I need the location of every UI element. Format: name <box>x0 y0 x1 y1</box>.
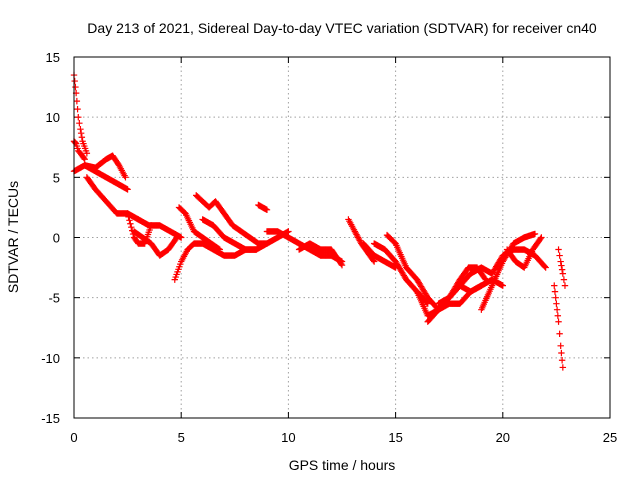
data-point-marker <box>263 206 271 214</box>
data-point-marker <box>71 77 78 85</box>
series-arc-15 <box>295 240 346 269</box>
data-point-marker <box>72 83 79 91</box>
data-point-marker <box>122 174 129 181</box>
data-point-marker <box>559 364 567 371</box>
data-point-marker <box>74 105 81 113</box>
data-point-marker <box>499 282 506 289</box>
data-point-marker <box>560 276 568 283</box>
x-tick-label: 20 <box>496 430 510 445</box>
series-arc-7 <box>130 228 181 259</box>
x-tick-label: 25 <box>603 430 617 445</box>
series-arc-1 <box>70 71 91 157</box>
data-point-marker <box>481 275 488 282</box>
data-point-marker <box>561 282 569 289</box>
y-tick-label: -5 <box>48 291 60 306</box>
data-point-marker <box>125 213 132 221</box>
data-point-marker <box>124 186 131 193</box>
chart-title: Day 213 of 2021, Sidereal Day-to-day VTE… <box>87 20 597 36</box>
data-points <box>70 71 569 371</box>
y-tick-label: 5 <box>53 170 60 185</box>
data-point-marker <box>551 288 559 295</box>
series-arc-17 <box>360 240 399 271</box>
series-arc-12 <box>199 216 292 253</box>
plot-border <box>73 56 611 419</box>
data-point-marker <box>128 223 135 231</box>
data-point-marker <box>553 300 560 307</box>
data-point-marker <box>73 97 81 105</box>
series-arc-26 <box>503 234 545 271</box>
data-point-marker <box>75 113 82 121</box>
data-point-marker <box>537 235 544 242</box>
data-point-marker <box>126 217 133 224</box>
data-point-marker <box>83 150 91 157</box>
data-point-marker <box>552 294 559 301</box>
series-arc-8 <box>135 216 185 241</box>
y-tick-label: 0 <box>53 231 60 246</box>
y-tick-label: -10 <box>41 351 60 366</box>
data-point-marker <box>77 130 85 137</box>
series-arc-28 <box>555 246 569 289</box>
data-point-marker <box>556 252 563 259</box>
data-point-marker <box>482 276 489 283</box>
data-point-marker <box>215 245 223 253</box>
series-arc-13 <box>255 201 271 214</box>
data-point-marker <box>556 330 563 337</box>
data-point-marker <box>553 306 561 313</box>
x-tick-label: 5 <box>178 430 185 445</box>
y-tick-label: -15 <box>41 411 60 426</box>
data-point-marker <box>337 260 345 268</box>
y-tick-label: 15 <box>46 50 60 65</box>
data-point-marker <box>370 258 378 265</box>
data-point-marker <box>77 126 84 133</box>
data-point-marker <box>370 257 377 264</box>
data-point-marker <box>558 349 565 357</box>
data-point-marker <box>557 258 564 265</box>
series-arc-4 <box>81 152 129 181</box>
data-point-marker <box>558 262 565 269</box>
data-point-marker <box>542 264 549 271</box>
data-point-marker <box>555 318 562 325</box>
data-point-marker <box>538 234 545 241</box>
data-point-marker <box>558 266 566 273</box>
data-point-marker <box>541 263 549 270</box>
x-tick-label: 10 <box>281 430 295 445</box>
data-point-marker <box>555 246 562 253</box>
data-point-marker <box>72 139 79 147</box>
data-point-marker <box>531 230 539 238</box>
x-tick-label: 0 <box>70 430 77 445</box>
series-arc-10 <box>175 204 223 253</box>
x-tick-label: 15 <box>388 430 402 445</box>
data-point-marker <box>80 154 88 162</box>
series-arc-23 <box>446 264 489 301</box>
data-point-marker <box>81 156 88 163</box>
x-axis-label: GPS time / hours <box>289 457 396 473</box>
data-point-marker <box>559 270 567 277</box>
y-axis-label: SDTVAR / TECUs <box>5 181 21 293</box>
data-point-marker <box>554 312 562 319</box>
series-arc-27 <box>551 282 567 371</box>
data-point-marker <box>124 210 131 217</box>
data-point-marker <box>338 261 346 269</box>
data-point-marker <box>551 282 558 289</box>
data-point-marker <box>558 357 566 364</box>
y-tick-label: 10 <box>46 110 60 125</box>
data-point-marker <box>557 342 564 349</box>
data-point-marker <box>127 220 134 227</box>
data-point-marker <box>78 134 86 141</box>
data-point-marker <box>178 234 185 241</box>
data-point-marker <box>285 228 292 235</box>
series-arc-5 <box>83 174 142 223</box>
data-point-marker <box>76 119 83 127</box>
data-point-marker <box>216 246 223 253</box>
